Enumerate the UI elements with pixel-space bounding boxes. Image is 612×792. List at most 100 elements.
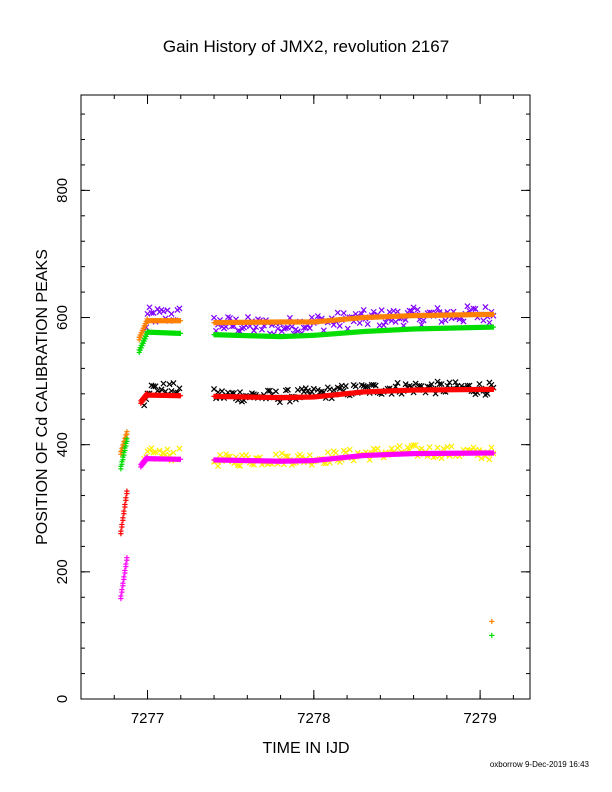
- data-point: [168, 388, 175, 395]
- data-point: [122, 501, 128, 508]
- data-point: [372, 382, 379, 389]
- data-point: [370, 308, 377, 315]
- data-point: [446, 379, 453, 386]
- data-point: [123, 432, 129, 438]
- x-tick-label: 7277: [131, 710, 164, 727]
- data-point: [120, 580, 126, 586]
- data-point: [332, 449, 339, 456]
- data-point: [488, 444, 495, 451]
- data-point: [352, 383, 359, 390]
- data-point: [489, 632, 495, 639]
- data-point: [294, 328, 301, 335]
- data-point: [336, 385, 343, 392]
- data-point: [438, 318, 445, 325]
- data-series: [118, 386, 497, 537]
- data-point: [176, 305, 183, 312]
- data-point: [236, 462, 244, 469]
- data-series: [118, 324, 497, 639]
- y-tick-label: 200: [54, 559, 71, 584]
- data-point: [121, 508, 127, 514]
- data-point: [364, 321, 371, 328]
- data-point: [124, 429, 130, 435]
- data-point: [410, 304, 417, 311]
- data-point: [486, 456, 493, 463]
- data-point: [164, 446, 171, 453]
- data-point: [306, 325, 313, 332]
- data-point: [170, 380, 177, 387]
- data-point: [170, 449, 177, 456]
- y-axis-label: POSITION OF Cd CALIBRATION PEAKS: [34, 249, 51, 545]
- data-point: [124, 488, 130, 494]
- data-point: [464, 303, 471, 310]
- data-point: [215, 463, 222, 470]
- data-point: [284, 453, 291, 460]
- data-point: [342, 383, 349, 390]
- data-point: [346, 446, 353, 453]
- data-point: [177, 456, 184, 462]
- data-point: [177, 393, 184, 399]
- data-point: [489, 618, 495, 625]
- data-point: [426, 444, 433, 451]
- data-point: [120, 442, 126, 448]
- data-point: [334, 309, 341, 316]
- data-point: [122, 567, 128, 574]
- data-point: [177, 330, 184, 337]
- data-point: [414, 306, 421, 313]
- data-point: [278, 450, 285, 457]
- data-point: [486, 319, 493, 326]
- data-point: [168, 310, 175, 317]
- x-axis-label: TIME IN IJD: [262, 740, 349, 757]
- data-point: [274, 325, 281, 332]
- data-point: [124, 555, 130, 561]
- data-point: [121, 574, 127, 580]
- data-series: [118, 450, 497, 602]
- data-point: [434, 444, 441, 451]
- data-point: [366, 456, 373, 463]
- data-point: [482, 304, 489, 311]
- data-point: [440, 445, 447, 452]
- data-point: [470, 305, 477, 312]
- data-point: [478, 455, 485, 462]
- data-point: [396, 443, 403, 450]
- x-tick-label: 7278: [297, 710, 330, 727]
- data-point: [119, 521, 125, 528]
- data-point: [276, 399, 283, 406]
- y-tick-label: 400: [54, 432, 71, 457]
- data-point: [124, 436, 130, 442]
- data-point: [402, 381, 409, 388]
- data-point: [266, 387, 273, 394]
- data-point: [394, 379, 401, 386]
- data-point: [438, 381, 445, 388]
- data-point: [156, 447, 163, 454]
- data-point: [490, 324, 497, 330]
- footer-credit: oxborrow 9-Dec-2019 16:43: [490, 760, 590, 769]
- data-point: [336, 322, 343, 329]
- data-point: [158, 386, 165, 393]
- data-point: [234, 462, 242, 469]
- data-point: [306, 452, 313, 459]
- data-point: [118, 449, 124, 455]
- data-point: [410, 442, 417, 449]
- data-point: [378, 307, 385, 314]
- data-point: [490, 450, 497, 456]
- data-point: [176, 445, 183, 452]
- data-point: [360, 306, 367, 314]
- data-series: [118, 311, 497, 625]
- data-point: [374, 445, 381, 452]
- data-point: [342, 449, 349, 456]
- data-point: [226, 315, 234, 322]
- data-point: [152, 383, 159, 390]
- data-point: [420, 317, 427, 324]
- x-tick-label: 7279: [463, 710, 496, 727]
- data-point: [340, 310, 347, 317]
- data-point: [284, 386, 291, 393]
- data-point: [146, 304, 153, 311]
- data-point: [452, 379, 459, 386]
- data-point: [252, 324, 259, 331]
- data-point: [120, 515, 126, 521]
- data-point: [150, 449, 157, 456]
- data-point: [234, 327, 242, 334]
- data-point: [428, 381, 435, 388]
- data-point: [176, 385, 183, 392]
- chart-title: Gain History of JMX2, revolution 2167: [163, 37, 449, 56]
